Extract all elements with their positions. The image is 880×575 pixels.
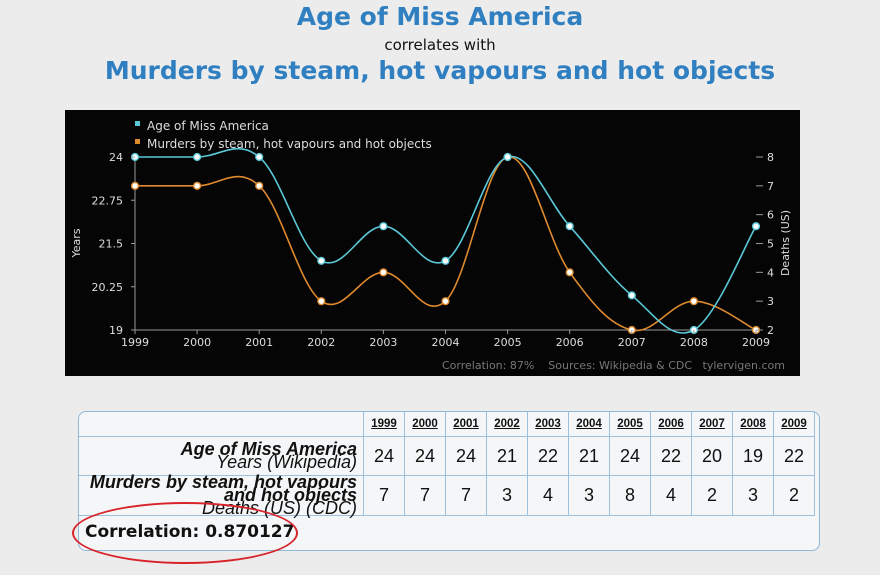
y-tick-label: 24 (109, 151, 123, 164)
table-year-header: 2009 (773, 412, 815, 437)
x-tick-label: 1999 (121, 336, 149, 349)
table-year-header: 2004 (568, 412, 610, 437)
line-chart: 24 22.75 21.5 20.25 19 8 7 6 5 4 3 2 1999 2000 2001 200… (70, 119, 792, 372)
x-tick-label: 2009 (742, 336, 770, 349)
x-tick-label: 2000 (183, 336, 211, 349)
table-year-header: 2003 (527, 412, 569, 437)
data-point-murders (130, 181, 140, 190)
row-label-title: Age of Miss America (180, 439, 357, 459)
highlight-ellipse (72, 502, 298, 564)
table-cell: 7 (445, 475, 487, 516)
table-cell: 22 (773, 436, 815, 476)
chart-title: Age of Miss America (296, 2, 584, 31)
y-tick-label: 19 (109, 324, 123, 337)
legend-label-murders: Murders by steam, hot vapours and hot ob… (147, 137, 432, 151)
data-point-age (751, 222, 761, 231)
chart-panel: 24 22.75 21.5 20.25 19 8 7 6 5 4 3 2 1999 2000 2001 200… (65, 110, 800, 376)
y-axis-label: Years (70, 228, 83, 258)
y-tick-label: 21.5 (99, 238, 124, 251)
data-point-age (317, 256, 326, 265)
legend-swatch-age (135, 121, 140, 126)
table-cell: 8 (609, 475, 651, 516)
table-year-header: 2005 (609, 412, 651, 437)
y2-tick-label: 4 (767, 266, 774, 279)
x-tick-label: 2004 (432, 336, 460, 349)
row-label-title: Murders by steam, hot vapours and hot ob… (89, 472, 357, 505)
data-point-murders (255, 181, 264, 190)
data-point-age (193, 152, 202, 162)
data-point-murders (565, 268, 574, 277)
table-cell: 3 (732, 475, 774, 516)
table-cell: 2 (773, 475, 815, 516)
table-cell: 24 (404, 436, 446, 476)
table-cell: 3 (486, 475, 528, 516)
table-year-header: 2001 (445, 412, 487, 437)
chart-footer: Correlation: 87% Sources: Wikipedia & CD… (442, 359, 785, 372)
table-cell: 21 (568, 436, 610, 476)
data-point-age (255, 152, 264, 162)
chart-title-secondary: Murders by steam, hot vapours and hot ob… (104, 56, 776, 85)
table-cell: 7 (404, 475, 446, 516)
series-line-age (135, 147, 757, 334)
x-tick-label: 2005 (494, 336, 522, 349)
x-tick-label: 2008 (680, 336, 708, 349)
table-cell: 3 (568, 475, 610, 516)
y2-tick-label: 3 (767, 295, 774, 308)
data-point-age (565, 222, 574, 231)
x-tick-label: 2006 (556, 336, 584, 349)
y-tick-label: 20.25 (92, 281, 124, 294)
legend-swatch-murders (135, 139, 140, 144)
table-year-header: 2000 (404, 412, 446, 437)
table-cell: 24 (363, 436, 405, 476)
legend-label-age: Age of Miss America (147, 119, 269, 133)
data-point-murders (317, 297, 326, 306)
y2-tick-label: 2 (767, 324, 774, 337)
table-cell: 24 (445, 436, 487, 476)
table-year-header: 1999 (363, 412, 405, 437)
y2-axis-label: Deaths (US) (779, 210, 792, 276)
table-year-header: 2006 (650, 412, 692, 437)
y2-tick-label: 6 (767, 209, 774, 222)
x-tick-label: 2002 (307, 336, 335, 349)
table-cell: 2 (691, 475, 733, 516)
x-tick-label: 2007 (618, 336, 646, 349)
table-cell: 4 (650, 475, 692, 516)
table-header-blank (79, 412, 364, 437)
table-cell: 4 (527, 475, 569, 516)
table-cell: 24 (609, 436, 651, 476)
table-year-header: 2002 (486, 412, 528, 437)
table-cell: 7 (363, 475, 405, 516)
y-tick-label: 22.75 (92, 194, 124, 207)
row-label-sub: Years (Wikipedia) (216, 452, 357, 472)
table-row: Age of Miss America Years (Wikipedia) 24 … (79, 436, 815, 476)
table-cell: 20 (691, 436, 733, 476)
x-tick-label: 2001 (245, 336, 273, 349)
data-point-age (441, 256, 450, 265)
data-point-age (503, 152, 512, 162)
data-point-murders (441, 297, 450, 306)
x-tick-label: 2003 (369, 336, 397, 349)
chart-subtitle: correlates with (384, 36, 496, 54)
data-point-age (627, 291, 636, 300)
data-point-murders (689, 297, 699, 306)
table-cell: 22 (527, 436, 569, 476)
y2-tick-label: 7 (767, 180, 774, 193)
table-cell: 22 (650, 436, 692, 476)
table-cell: 21 (486, 436, 528, 476)
row-label: Age of Miss America Years (Wikipedia) (79, 436, 364, 476)
data-point-murders (379, 268, 388, 277)
table-year-header: 2008 (732, 412, 774, 437)
y2-tick-label: 8 (767, 151, 774, 164)
data-table: 1999 2000 2001 2002 2003 2004 2005 2006 … (79, 412, 815, 517)
y2-tick-label: 5 (767, 238, 774, 251)
table-cell: 19 (732, 436, 774, 476)
data-point-age (379, 222, 388, 231)
table-year-header: 2007 (691, 412, 733, 437)
data-point-murders (193, 181, 202, 190)
